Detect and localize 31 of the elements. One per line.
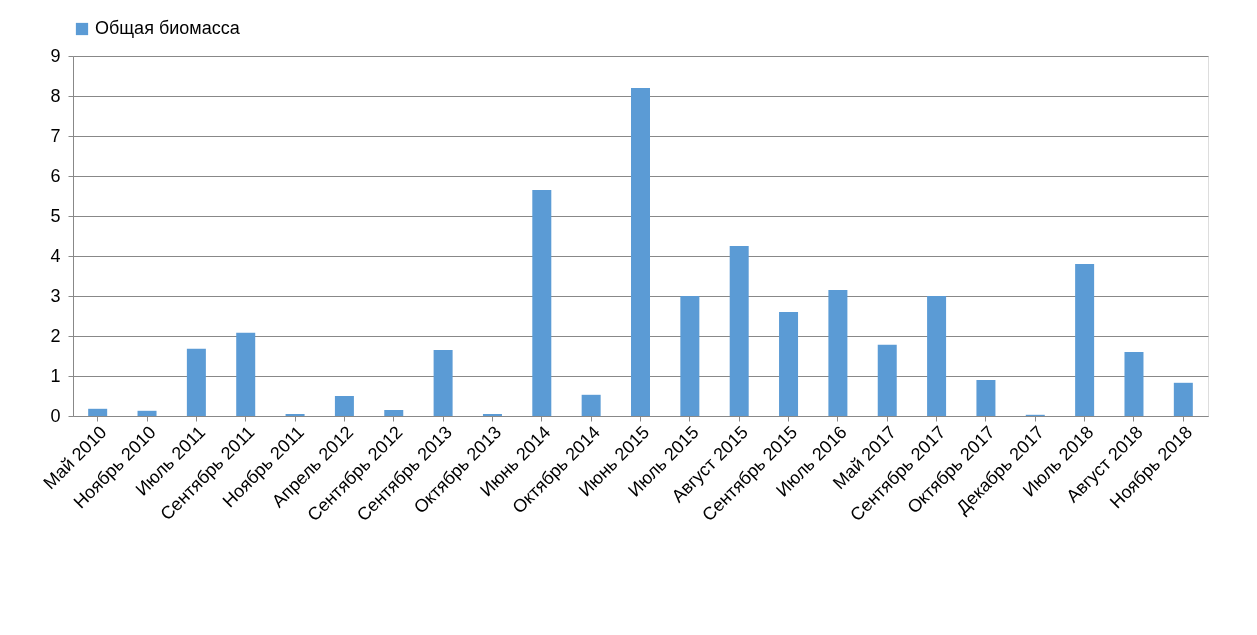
y-tick-label: 1 [50,365,61,386]
bar [1124,352,1144,416]
bar [1075,264,1095,416]
bar [433,350,453,416]
bar [729,246,749,416]
y-tick-label: 7 [50,125,61,146]
y-tick-label: 2 [50,325,61,346]
bar [186,348,206,416]
bar [532,190,552,416]
y-tick-label: 4 [50,245,61,266]
legend-label: Общая биомасса [95,18,241,38]
y-tick-label: 6 [50,165,61,186]
bar [779,312,799,416]
y-tick-label: 5 [50,205,61,226]
bar [88,408,108,416]
bar [334,396,354,416]
y-tick-label: 8 [50,85,61,106]
bar [1173,382,1193,416]
y-tick-label: 0 [50,405,61,426]
y-tick-label: 3 [50,285,61,306]
bar [976,380,996,416]
bar [828,290,848,416]
bar [137,410,157,416]
y-tick-label: 9 [50,45,61,66]
bar [631,88,650,416]
bar [581,394,601,416]
bar [384,410,404,416]
bar [236,332,256,416]
bar [680,296,700,416]
bar [927,296,947,416]
bar [877,344,897,416]
